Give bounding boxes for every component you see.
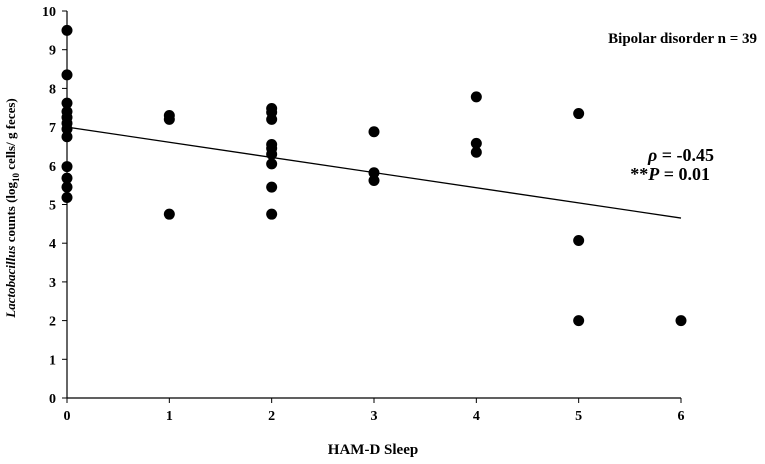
p-stars: ** xyxy=(630,164,648,184)
data-point xyxy=(675,315,687,327)
y-tick-label: 2 xyxy=(49,315,56,330)
data-point xyxy=(61,123,73,135)
data-point xyxy=(573,234,585,246)
data-point xyxy=(266,113,278,125)
x-tick-label: 6 xyxy=(678,409,685,424)
data-point xyxy=(61,69,73,81)
data-point xyxy=(266,181,278,193)
x-tick-label: 2 xyxy=(268,409,275,424)
data-point xyxy=(266,208,278,220)
data-point xyxy=(266,148,278,160)
y-tick-label: 10 xyxy=(42,5,56,20)
data-point xyxy=(368,167,380,179)
data-point xyxy=(163,113,175,125)
x-tick-label: 1 xyxy=(166,409,173,424)
y-tick-label: 5 xyxy=(49,199,56,214)
y-axis-label-subscript: 10 xyxy=(11,172,21,182)
y-tick-label: 4 xyxy=(49,237,56,252)
group-annotation: Bipolar disorder n = 39 xyxy=(608,31,757,47)
data-point xyxy=(61,161,73,173)
y-tick-label: 0 xyxy=(49,392,56,407)
data-point xyxy=(470,146,482,158)
y-tick-label: 6 xyxy=(49,160,56,175)
y-axis-label-italic: Lactobacillus xyxy=(3,246,18,319)
data-point xyxy=(61,192,73,204)
data-point xyxy=(61,24,73,36)
y-tick-label: 8 xyxy=(49,82,56,97)
x-axis-label: HAM-D Sleep xyxy=(328,442,418,458)
y-axis-label-part2: cells/ g feces) xyxy=(3,98,18,173)
x-tick-label: 4 xyxy=(473,409,480,424)
x-tick-label: 3 xyxy=(371,409,378,424)
data-point xyxy=(573,315,585,327)
data-point xyxy=(368,126,380,138)
y-axis-label: Lactobacillus counts (log10 cells/ g fec… xyxy=(3,98,21,319)
axes: 0 1 2 3 4 5 6 7 8 9 10 0 1 2 3 4 5 6 xyxy=(42,5,685,424)
y-tick-label: 9 xyxy=(49,44,56,59)
rho-annotation: ρ = -0.45 xyxy=(647,145,714,165)
data-point xyxy=(163,208,175,220)
data-point xyxy=(61,172,73,184)
data-point xyxy=(368,175,380,187)
p-value: = 0.01 xyxy=(659,164,710,184)
y-tick-label: 1 xyxy=(49,353,56,368)
data-point xyxy=(266,158,278,170)
x-tick-label: 0 xyxy=(64,409,71,424)
rho-value: = -0.45 xyxy=(657,145,714,165)
data-point xyxy=(61,181,73,193)
p-symbol: P xyxy=(647,164,660,184)
p-annotation: **P = 0.01 xyxy=(630,164,710,184)
data-point xyxy=(573,108,585,120)
y-axis-label-part1: counts (log xyxy=(3,181,18,245)
data-point xyxy=(61,97,73,109)
data-points xyxy=(61,24,687,327)
data-point xyxy=(470,137,482,149)
rho-symbol: ρ xyxy=(647,145,657,165)
data-point xyxy=(470,91,482,103)
x-tick-label: 5 xyxy=(575,409,582,424)
y-tick-label: 3 xyxy=(49,276,56,291)
data-point xyxy=(61,131,73,143)
y-tick-label: 7 xyxy=(49,121,56,136)
